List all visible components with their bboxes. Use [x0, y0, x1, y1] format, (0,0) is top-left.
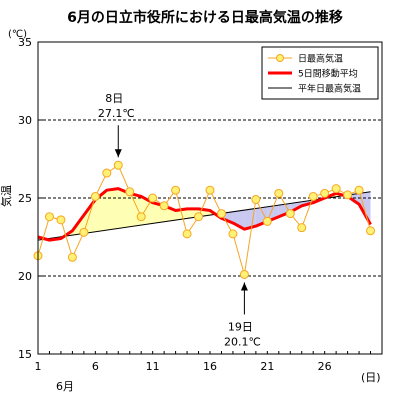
- x-tick-label: 21: [260, 360, 274, 373]
- fill-above-normal: [95, 190, 107, 232]
- x-unit-label: (日): [361, 371, 381, 384]
- legend-label: 5日間移動平均: [298, 68, 358, 80]
- daily-max-point: [331, 184, 341, 194]
- daily-max-point: [56, 215, 66, 225]
- annotations: 8日 27.1℃ 19日 20.1℃: [98, 92, 261, 348]
- daily-max-point: [148, 193, 158, 203]
- fill-above-normal: [106, 188, 119, 231]
- fill-above-normal: [118, 188, 130, 229]
- fill-below-normal: [278, 203, 291, 217]
- daily-max-point: [171, 185, 181, 195]
- y-axis-label: 気温: [0, 185, 13, 207]
- daily-max-point: [343, 190, 353, 200]
- chart-title: 6月の日立市役所における日最高気温の推移: [67, 9, 343, 26]
- daily-max-point: [285, 209, 295, 219]
- daily-max-point: [274, 188, 284, 198]
- daily-max-point: [205, 185, 215, 195]
- daily-max-point: [320, 188, 330, 198]
- daily-max-point: [308, 191, 318, 201]
- legend-label: 日最高気温: [298, 53, 343, 65]
- daily-max-point: [228, 229, 238, 239]
- annotation-day-label: 19日: [228, 320, 253, 333]
- daily-max-point: [125, 187, 135, 197]
- annotation-temp-label: 27.1℃: [98, 107, 135, 120]
- series-lines: [33, 160, 376, 279]
- daily-max-point: [216, 209, 226, 219]
- annotation-arrowhead: [240, 282, 248, 291]
- fill-below-normal: [244, 208, 256, 230]
- daily-max-point: [44, 212, 54, 222]
- series-daily-max-line: [37, 164, 372, 275]
- daily-max-point: [90, 191, 100, 201]
- y-tick-label: 35: [18, 36, 32, 49]
- daily-max-point: [262, 216, 272, 226]
- y-tick-label: 20: [18, 270, 32, 283]
- daily-max-point: [102, 168, 112, 178]
- daily-max-point: [113, 160, 123, 170]
- annotation-temp-label: 20.1℃: [224, 335, 261, 348]
- annotation-arrowhead: [114, 149, 122, 158]
- daily-max-point: [136, 212, 146, 222]
- daily-max-point: [354, 185, 364, 195]
- daily-max-point: [194, 212, 204, 222]
- daily-max-point: [67, 252, 77, 262]
- x-tick-label: 26: [318, 360, 332, 373]
- daily-max-point: [79, 227, 89, 237]
- daily-max-point: [239, 269, 249, 279]
- annotation-day-label: 8日: [105, 92, 123, 105]
- x-tick-label: 11: [146, 360, 160, 373]
- y-tick-label: 15: [18, 348, 32, 361]
- daily-max-point: [182, 229, 192, 239]
- x-month-label: 6月: [56, 380, 74, 393]
- daily-max-point: [251, 195, 261, 205]
- legend-marker-daily-max: [276, 54, 284, 62]
- y-tick-label: 25: [18, 192, 32, 205]
- y-tick-label: 30: [18, 114, 32, 127]
- y-unit-label: (℃): [8, 29, 27, 40]
- daily-max-point: [159, 201, 169, 211]
- daily-max-point: [366, 226, 376, 236]
- legend-label: 平年日最高気温: [298, 83, 361, 95]
- fill-above-normal: [175, 208, 188, 221]
- daily-max-point: [297, 223, 307, 233]
- x-tick-label: 1: [35, 360, 42, 373]
- x-tick-label: 16: [203, 360, 217, 373]
- x-tick-label: 6: [92, 360, 99, 373]
